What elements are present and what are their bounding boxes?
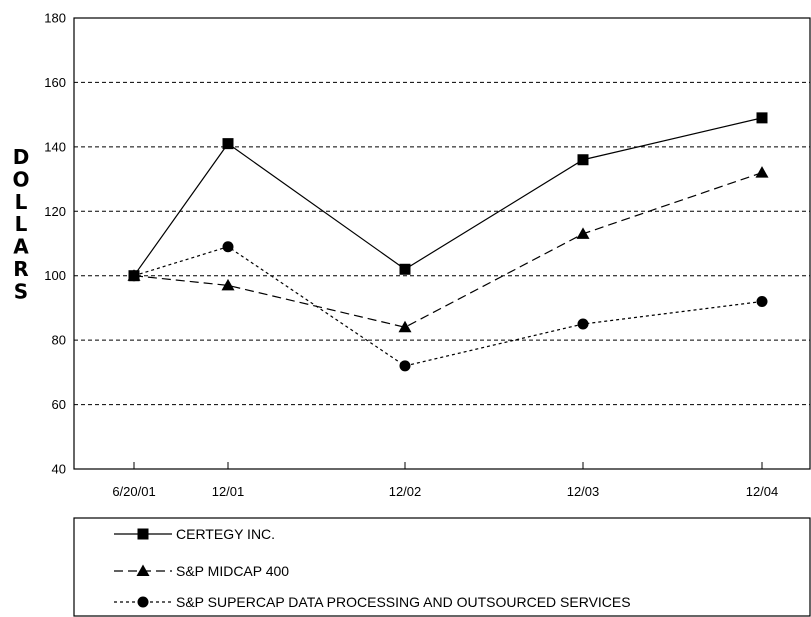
data-point <box>576 227 590 239</box>
legend: CERTEGY INC. S&P MIDCAP 400 S&P SUPERCAP D… <box>114 526 631 610</box>
legend-label: S&P SUPERCAP DATA PROCESSING AND OUTSOUR… <box>176 594 631 610</box>
y-tick-label: 80 <box>52 333 66 348</box>
data-point <box>222 138 234 150</box>
data-point <box>756 295 768 307</box>
legend-marker <box>137 596 149 608</box>
x-tick-label: 6/20/01 <box>112 484 155 499</box>
y-tick-label: 100 <box>44 268 66 283</box>
data-point <box>577 154 589 166</box>
data-point <box>222 241 234 253</box>
y-axis-title-letter: S <box>14 279 28 303</box>
series-square <box>128 112 768 282</box>
y-axis-title-letter: A <box>13 235 29 259</box>
legend-marker <box>136 564 150 576</box>
legend-item: S&P MIDCAP 400 <box>114 563 289 579</box>
y-axis-title-letter: D <box>13 145 30 169</box>
legend-marker <box>137 528 149 540</box>
y-tick-label: 60 <box>52 397 66 412</box>
data-point <box>755 166 769 178</box>
y-tick-label: 120 <box>44 204 66 219</box>
y-axis-title-letter: L <box>15 212 28 236</box>
y-tick-label: 140 <box>44 139 66 154</box>
x-tick-label: 12/02 <box>389 484 422 499</box>
series <box>127 112 769 372</box>
legend-label: CERTEGY INC. <box>176 526 275 542</box>
series-line <box>133 246 763 367</box>
series-circle <box>128 241 768 372</box>
legend-label: S&P MIDCAP 400 <box>176 563 289 579</box>
y-axis-title-letter: R <box>13 257 28 281</box>
x-axis: 6/20/01 12/01 12/02 12/03 12/04 <box>112 462 778 499</box>
data-point <box>577 318 589 330</box>
x-tick-label: 12/04 <box>746 484 779 499</box>
data-point <box>399 263 411 275</box>
data-point <box>221 278 235 291</box>
data-point <box>398 320 412 333</box>
data-point <box>399 360 411 372</box>
legend-item: CERTEGY INC. <box>114 526 275 542</box>
grid <box>74 81 810 406</box>
y-axis: 40 60 80 100 120 140 160 180 <box>44 11 66 477</box>
y-axis-title-letter: O <box>12 167 29 191</box>
series-line <box>133 172 763 328</box>
y-tick-label: 40 <box>52 462 66 477</box>
y-tick-label: 180 <box>44 11 66 26</box>
x-tick-label: 12/03 <box>567 484 600 499</box>
legend-item: S&P SUPERCAP DATA PROCESSING AND OUTSOUR… <box>114 594 631 610</box>
y-axis-title-letter: L <box>15 190 28 214</box>
data-point <box>128 270 140 282</box>
legend-box <box>73 517 811 617</box>
x-tick-label: 12/01 <box>212 484 245 499</box>
y-tick-label: 160 <box>44 75 66 90</box>
data-point <box>756 112 768 124</box>
plot-frame <box>73 17 811 470</box>
